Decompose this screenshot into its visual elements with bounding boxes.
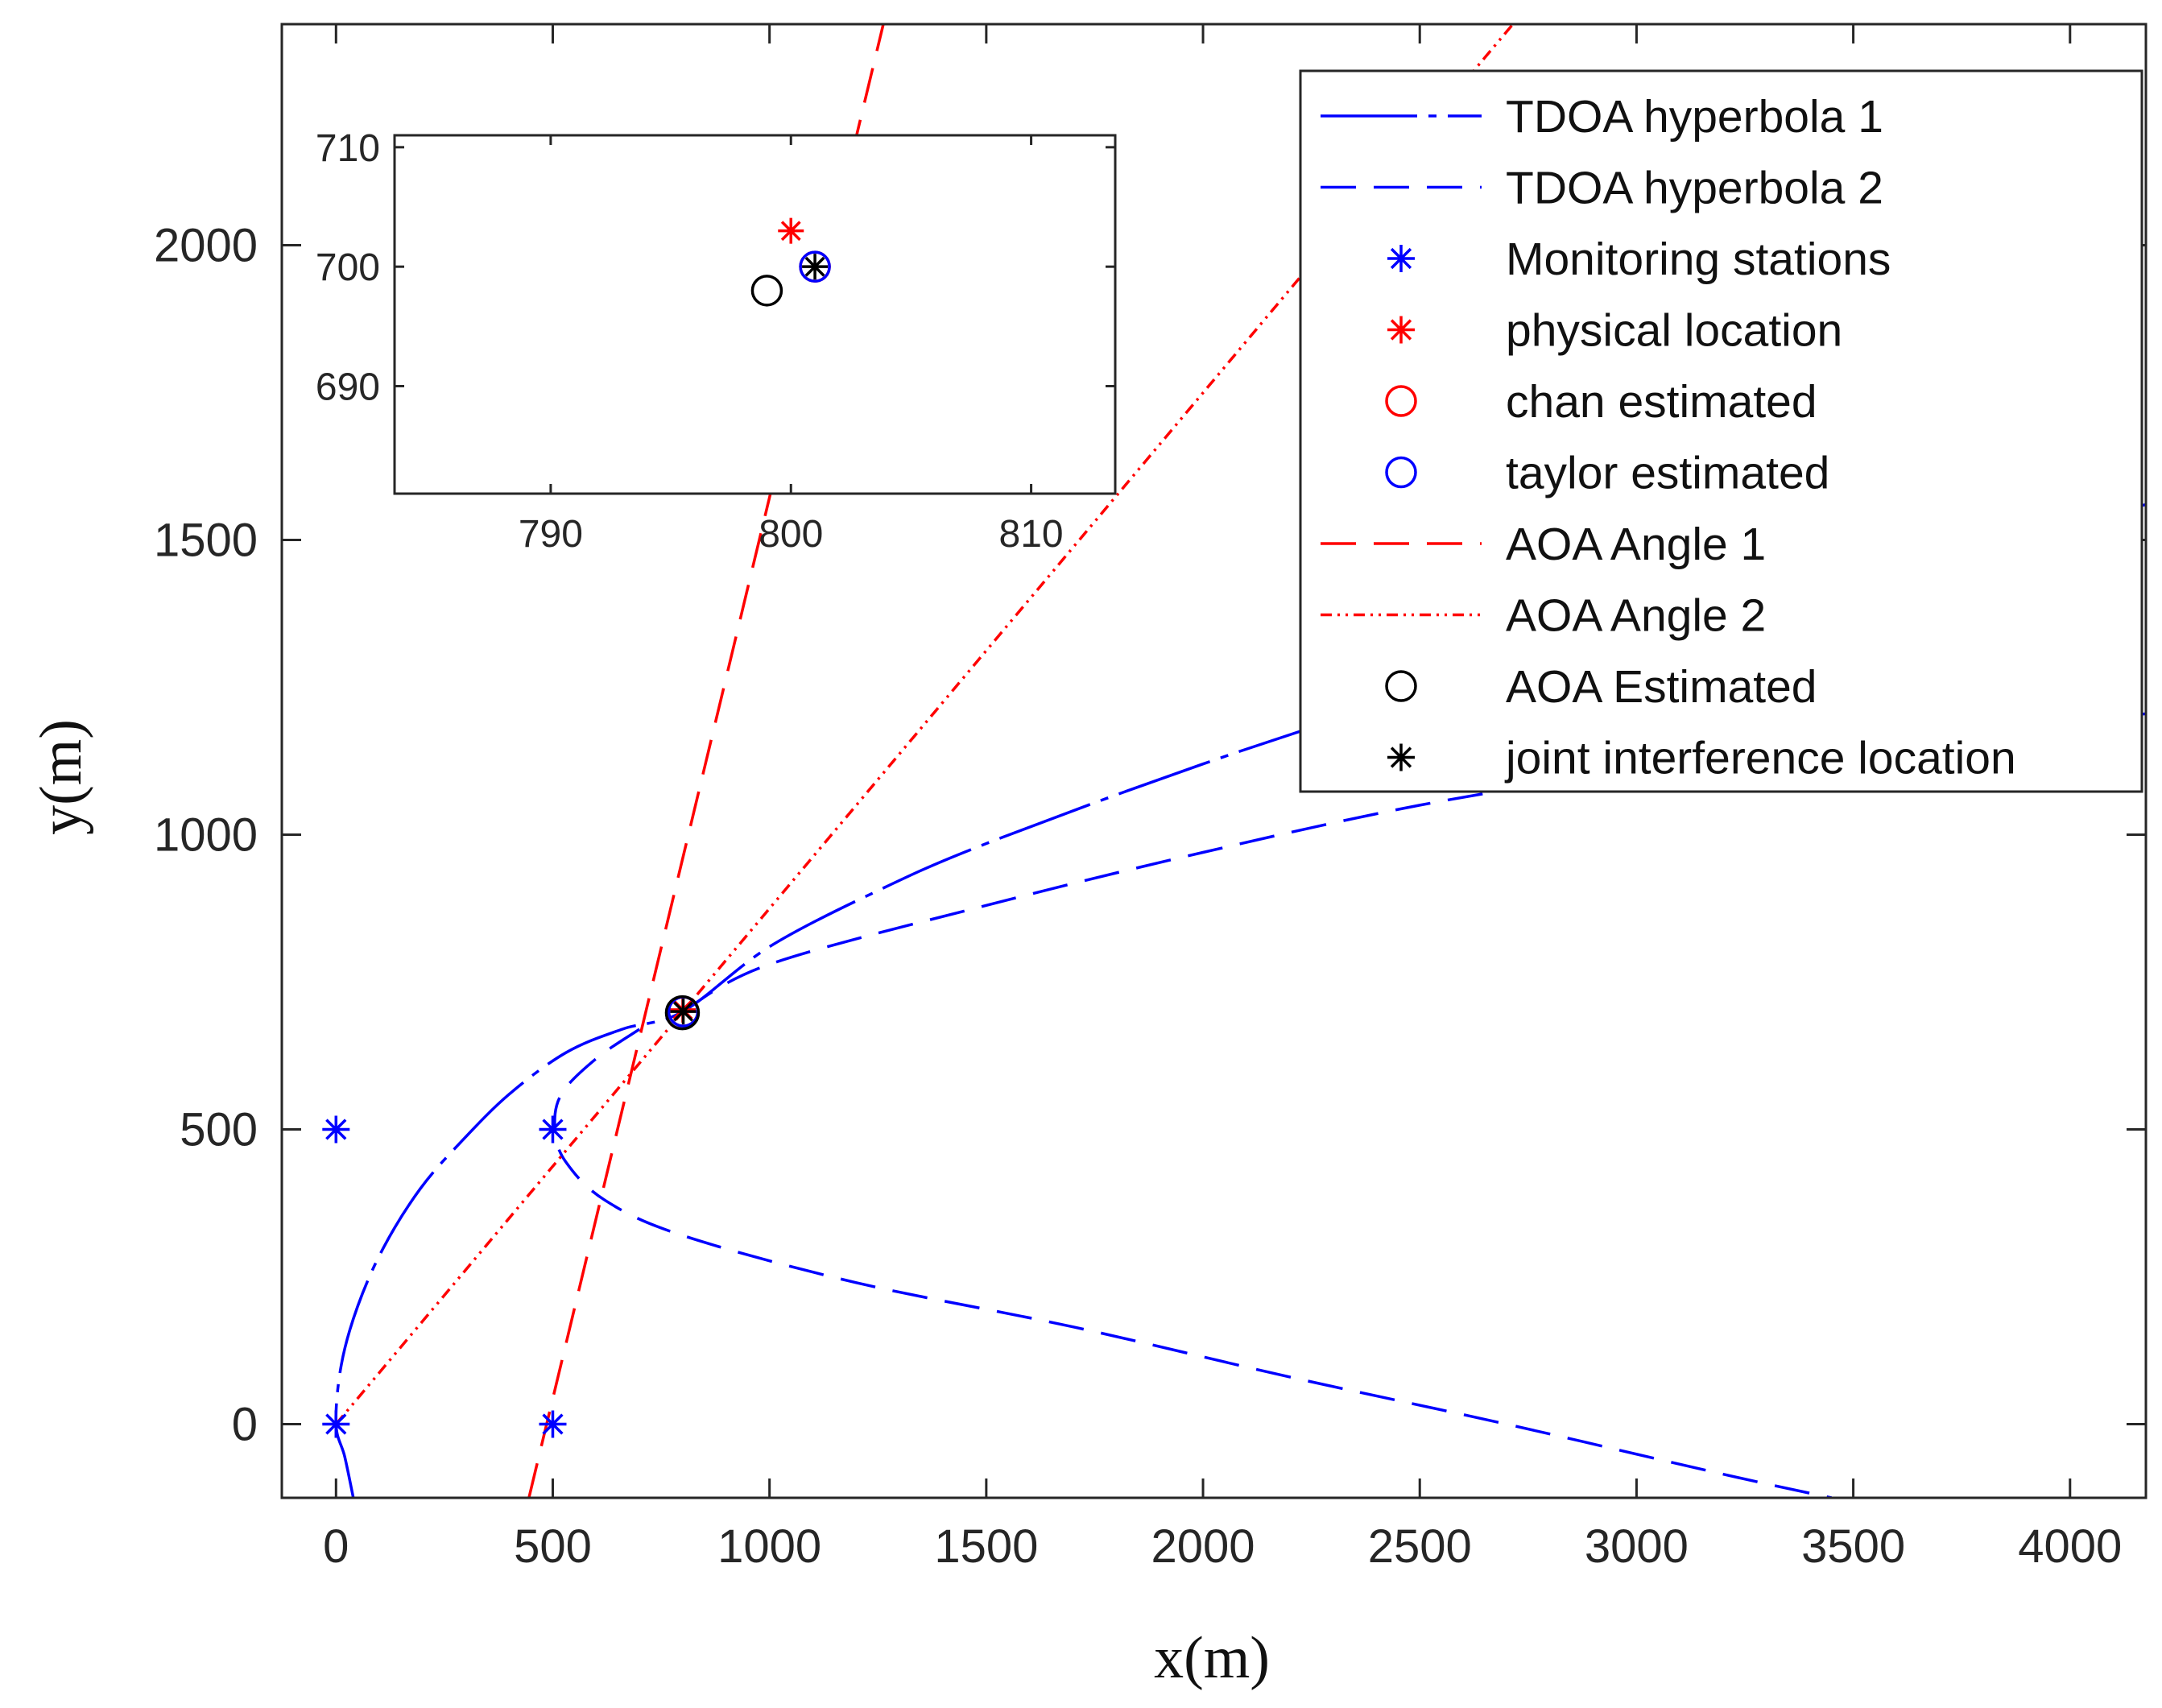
station-marker-1: [322, 1410, 350, 1438]
inset-background: [395, 135, 1115, 494]
x-axis-label: x(m): [1154, 1625, 1270, 1691]
legend-item-joint: joint interference location: [1387, 733, 2016, 784]
x-tick-label: 500: [514, 1520, 592, 1573]
legend-item-tdoa1: TDOA hyperbola 1: [1321, 91, 1883, 143]
joint-location-marker: [670, 999, 697, 1025]
inset-x-tick-label: 810: [999, 513, 1064, 556]
legend-swatch-physical: [1387, 316, 1415, 344]
x-tick-label: 1000: [717, 1520, 821, 1573]
y-tick-label: 1000: [154, 809, 258, 862]
inset-physical-location-marker: [778, 217, 804, 244]
legend-label-joint: joint interference location: [1504, 733, 2016, 784]
plot-frame: [280, 23, 2148, 1499]
x-tick-label: 2000: [1151, 1520, 1255, 1573]
legend-swatch-taylor: [1385, 456, 1417, 489]
legend-label-aoa_est: AOA Estimated: [1506, 661, 1817, 713]
x-tick-label: 1500: [934, 1520, 1038, 1573]
inset-aoa-estimate-marker: [750, 275, 783, 307]
inset-frame: [393, 134, 1117, 495]
station-marker-3: [539, 1410, 567, 1438]
legend-swatch-joint: [1387, 743, 1415, 771]
legend-swatch-stations: [1387, 245, 1415, 272]
y-tick-label: 0: [232, 1399, 258, 1451]
legend-label-chan: chan estimated: [1506, 376, 1817, 428]
inset-x-tick-label: 800: [759, 513, 823, 556]
legend-item-aoa_est: AOA Estimated: [1385, 661, 1817, 713]
inset-taylor-estimate-marker: [799, 250, 831, 283]
inset-y-tick-label: 710: [316, 127, 380, 170]
legend: TDOA hyperbola 1 TDOA hyperbola 2 Monitori…: [1299, 69, 2143, 793]
inset-zoom: 790 800 810 690 700 710: [316, 127, 1117, 556]
legend-entries: TDOA hyperbola 1 TDOA hyperbola 2 Monitori…: [1321, 91, 2016, 784]
legend-item-chan: chan estimated: [1385, 376, 1817, 428]
x-tick-label: 3500: [1801, 1520, 1905, 1573]
legend-label-stations: Monitoring stations: [1506, 234, 1891, 285]
aoa-estimate-marker: [664, 995, 701, 1031]
legend-item-physical: physical location: [1387, 305, 1842, 357]
inset-x-tick-label: 790: [519, 513, 583, 556]
legend-swatch-aoa_est: [1385, 670, 1417, 702]
y-tick-label: 2000: [154, 220, 258, 272]
inset-layer: [750, 217, 831, 307]
x-tick-label: 2500: [1368, 1520, 1472, 1573]
legend-label-physical: physical location: [1506, 305, 1842, 357]
legend-item-aoa1: AOA Angle 1: [1321, 519, 1766, 570]
legend-item-taylor: taylor estimated: [1385, 448, 1829, 499]
legend-label-taylor: taylor estimated: [1506, 448, 1829, 499]
inset-joint-location-marker: [802, 254, 829, 280]
y-tick-label: 500: [180, 1104, 258, 1156]
x-tick-label: 3000: [1585, 1520, 1689, 1573]
station-marker-4: [539, 1115, 567, 1143]
x-tick-label: 0: [323, 1520, 349, 1573]
series-line-tdoa-hyperbola-2: [553, 1028, 1833, 1498]
legend-box: [1299, 69, 2143, 793]
y-axis-label: y(m): [28, 719, 94, 835]
station-marker-2: [322, 1115, 350, 1143]
x-tick-label: 4000: [2018, 1520, 2122, 1573]
legend-label-tdoa1: TDOA hyperbola 1: [1506, 91, 1883, 143]
legend-label-aoa2: AOA Angle 2: [1506, 590, 1766, 642]
legend-label-tdoa2: TDOA hyperbola 2: [1506, 163, 1883, 214]
inset-y-tick-label: 690: [316, 366, 380, 409]
tick-layer: 0 500 1000 1500 2000 2500 3000 3500 4000 0 500 1000…: [154, 24, 2146, 1573]
legend-item-stations: Monitoring stations: [1387, 234, 1891, 285]
legend-swatch-chan: [1385, 385, 1417, 417]
legend-label-aoa1: AOA Angle 1: [1506, 519, 1766, 570]
inset-tick-layer: 790 800 810 690 700 710: [316, 127, 1115, 556]
legend-item-tdoa2: TDOA hyperbola 2: [1321, 163, 1883, 214]
y-tick-label: 1500: [154, 515, 258, 567]
legend-item-aoa2: AOA Angle 2: [1321, 590, 1766, 642]
inset-y-tick-label: 700: [316, 246, 380, 289]
marker-layer: [322, 995, 701, 1438]
